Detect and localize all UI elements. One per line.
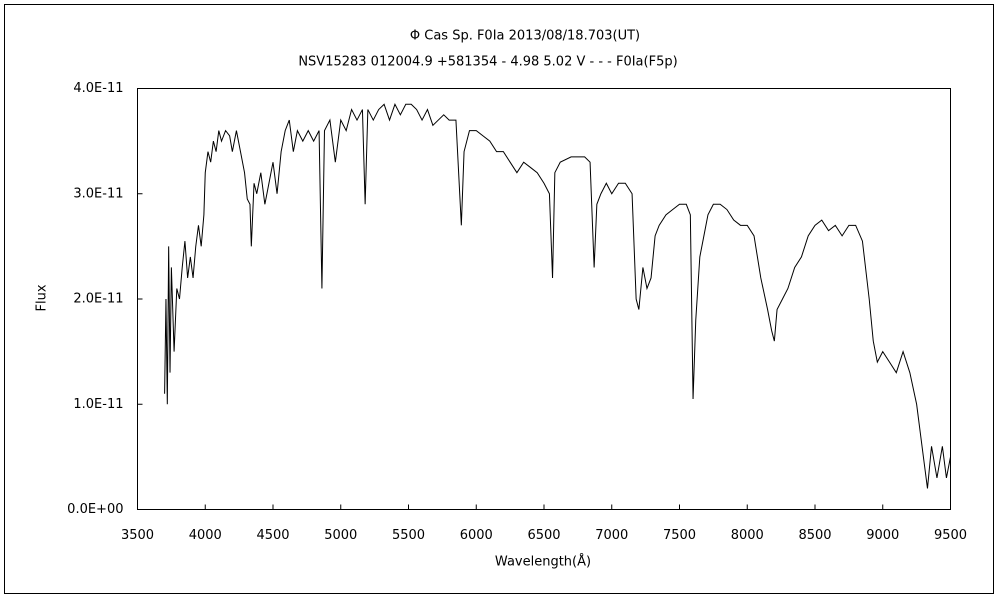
x-tick-label: 5000 [324,528,357,543]
chart-subtitle: NSV15283 012004.9 +581354 - 4.98 5.02 V … [298,55,677,70]
spectrum-line [164,103,951,489]
y-axis-label: Flux [35,284,50,311]
chart-title: Φ Cas Sp. F0Ia 2013/08/18.703(UT) [410,29,640,44]
x-tick-label: 6500 [527,528,560,543]
x-tick-label: 7000 [595,528,628,543]
x-tick-label: 8500 [798,528,831,543]
x-tick-label: 3500 [121,528,154,543]
x-tick-label: 5500 [392,528,425,543]
plot-frame [137,88,951,510]
x-tick-label: 9000 [866,528,899,543]
x-axis-label: Wavelength(Å) [495,554,591,570]
x-tick-label: 6000 [460,528,493,543]
y-tick-label: 0.0E+00 [67,502,123,517]
y-tick-label: 4.0E-11 [73,81,123,96]
x-tick-label: 8000 [731,528,764,543]
y-tick-label: 1.0E-11 [73,397,123,412]
y-tick-label: 2.0E-11 [73,292,123,307]
outer-frame [4,4,994,594]
x-tick-label: 7500 [663,528,696,543]
x-tick-label: 4500 [256,528,289,543]
x-tick-label: 4000 [189,528,222,543]
x-tick-label: 9500 [934,528,967,543]
y-tick-label: 3.0E-11 [73,186,123,201]
